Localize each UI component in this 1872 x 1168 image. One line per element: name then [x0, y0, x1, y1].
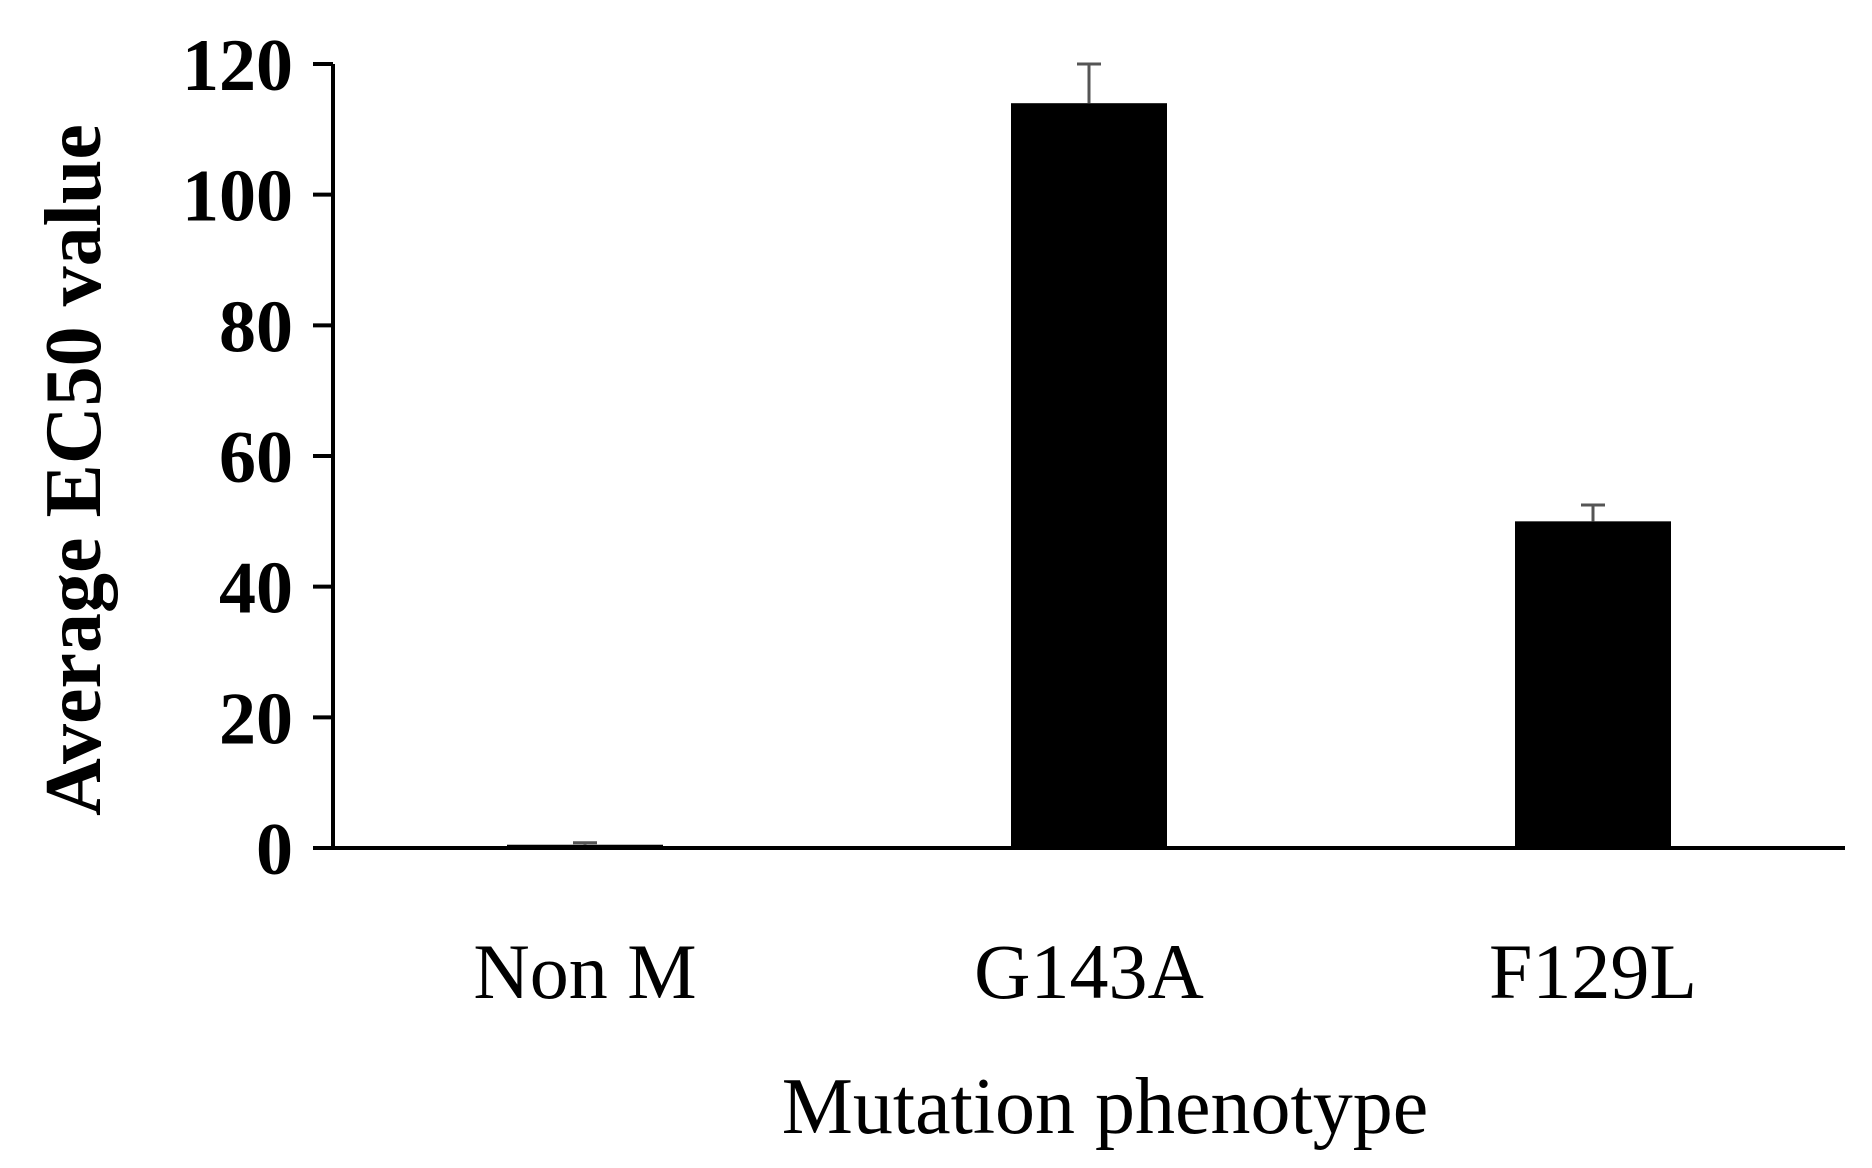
y-axis-label: Average EC50 value [30, 124, 118, 816]
x-axis: Non M G143A F129L [333, 846, 1845, 1015]
bar-f129l [1515, 521, 1671, 848]
y-tick-label: 100 [182, 156, 293, 238]
y-tick-label: 80 [219, 286, 293, 368]
bar-non-m [507, 844, 663, 848]
y-tick-label: 0 [256, 809, 293, 891]
bar-g143a [1011, 103, 1167, 848]
x-axis-label: Mutation phenotype [782, 1063, 1429, 1151]
x-tick-label: Non M [473, 928, 696, 1015]
bars [507, 103, 1671, 848]
error-bars [573, 62, 1605, 845]
y-tick-label: 20 [219, 678, 293, 760]
y-tick-label: 40 [219, 548, 293, 630]
y-tick-label: 120 [182, 25, 293, 107]
y-tick-label: 60 [219, 417, 293, 499]
x-tick-label: F129L [1489, 928, 1697, 1015]
x-tick-label: G143A [974, 928, 1204, 1015]
y-axis: 0 20 40 60 80 100 120 [182, 25, 335, 891]
